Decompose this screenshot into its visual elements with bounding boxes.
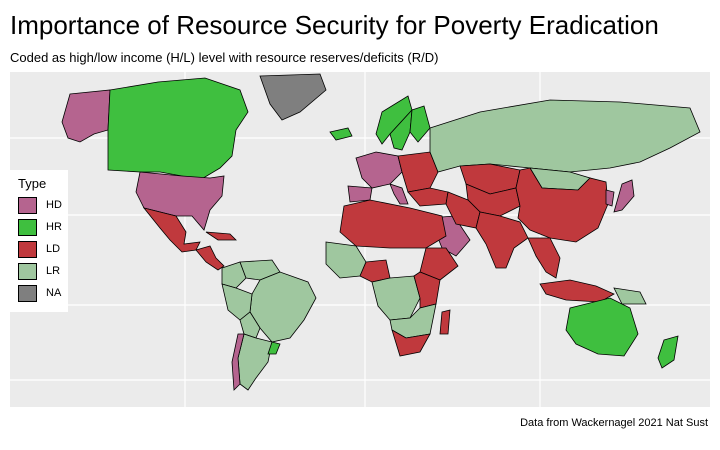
legend-label: LD (46, 243, 61, 255)
region-china (515, 167, 609, 243)
legend-item-hr: HR (18, 218, 66, 238)
region-greenland (259, 73, 327, 121)
region-argentina (237, 333, 273, 391)
region-madagascar (439, 309, 451, 335)
region-south-africa (391, 329, 431, 357)
region-southeast-asia (527, 237, 561, 279)
legend-label: HD (46, 199, 62, 211)
region-chile (231, 333, 245, 391)
region-alaska (61, 89, 111, 143)
legend-title: Type (18, 176, 47, 191)
region-bolivia (239, 311, 261, 339)
region-papua-new-guinea (613, 287, 647, 305)
map-panel (10, 72, 710, 407)
region-colombia (221, 261, 247, 289)
region-north-africa (339, 199, 447, 249)
legend-swatch (18, 219, 37, 236)
legend-swatch (18, 285, 37, 302)
region-western-europe (355, 151, 403, 189)
region-spain (347, 185, 373, 203)
region-ethiopia (419, 247, 459, 281)
data-source-caption: Data from Wackernagel 2021 Nat Sust (520, 417, 708, 429)
legend-label: LR (46, 265, 61, 277)
region-sweden (389, 108, 413, 151)
region-iceland (329, 127, 353, 141)
map-subtitle: Coded as high/low income (H/L) level wit… (10, 50, 439, 65)
region-korea (605, 189, 615, 207)
region-japan (613, 179, 635, 213)
region-central-america (195, 245, 225, 271)
region-russia (429, 99, 701, 173)
region-finland (409, 105, 431, 143)
legend-swatch (18, 197, 37, 214)
region-australia (565, 297, 639, 357)
region-central-africa (371, 275, 421, 321)
region-india (475, 211, 529, 269)
region-cuba (205, 231, 237, 241)
legend-item-lr: LR (18, 262, 66, 282)
legend-swatch (18, 241, 37, 258)
world-map (10, 72, 710, 407)
legend-label: NA (46, 287, 62, 299)
legend-swatch (18, 263, 37, 280)
legend-item-ld: LD (18, 240, 66, 260)
region-new-zealand (657, 335, 679, 369)
region-turkey (407, 187, 449, 207)
region-mexico (142, 207, 201, 253)
region-brazil (249, 271, 317, 343)
map-legend: Type HD HR LD LR NA (10, 170, 68, 312)
map-title: Importance of Resource Security for Pove… (10, 10, 659, 40)
legend-item-na: NA (18, 284, 66, 304)
region-uruguay (267, 341, 281, 355)
legend-item-hd: HD (18, 196, 66, 216)
legend-label: HR (46, 221, 62, 233)
region-indonesia (539, 279, 615, 303)
region-west-africa (325, 241, 367, 279)
region-canada (107, 77, 249, 181)
region-united-states (135, 171, 225, 231)
region-italy (389, 183, 409, 205)
